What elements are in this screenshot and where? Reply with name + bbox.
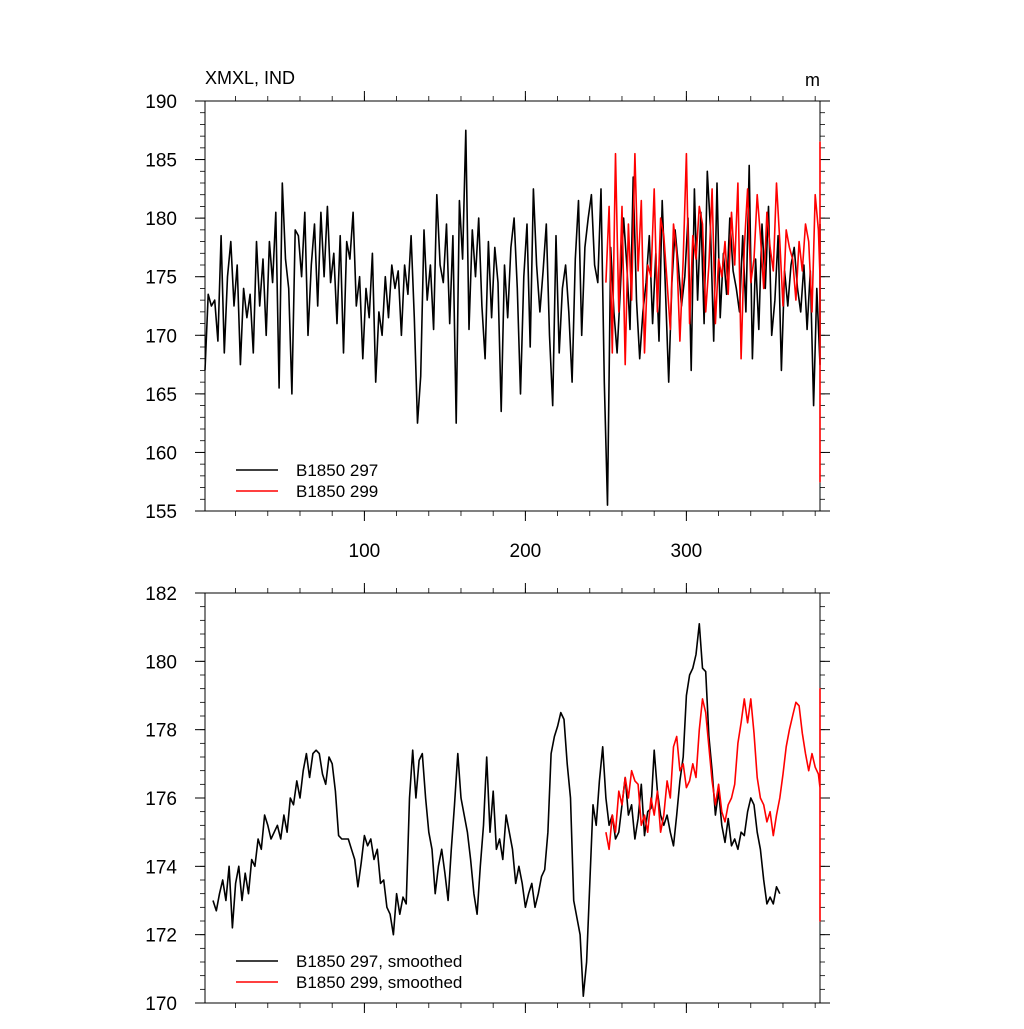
- y-tick-label: 182: [145, 584, 177, 605]
- y-tick-label: 170: [145, 994, 177, 1015]
- legend-label-b1850-299: B1850 299: [296, 482, 378, 501]
- tick-group-top: 155 160 165 170 175 180 185 190 100 200 300: [145, 91, 830, 562]
- series-line-b1850-297: [204, 129, 821, 506]
- y-tick-label: 180: [145, 652, 177, 673]
- legend-label-b1850-297-smoothed: B1850 297, smoothed: [296, 952, 462, 971]
- y-tick-label: 176: [145, 789, 177, 810]
- series-line-b1850-299: [605, 141, 821, 483]
- y-tick-label: 190: [145, 92, 177, 113]
- plot-frame-bottom: [204, 592, 821, 1004]
- y-tick-label: 170: [145, 326, 177, 347]
- y-tick-label: 174: [145, 857, 177, 878]
- y-tick-label: 178: [145, 721, 177, 742]
- y-tick-label: 175: [145, 268, 177, 289]
- units-label: m: [805, 70, 820, 90]
- panel-top: XMXL, IND m 155 160 165 170 175 180 185 190 100 2…: [145, 68, 830, 562]
- y-tick-label: 160: [145, 443, 177, 464]
- legend-label-b1850-297: B1850 297: [296, 461, 378, 480]
- y-tick-label: 172: [145, 926, 177, 947]
- series-group-top: [204, 129, 821, 506]
- y-tick-label: 185: [145, 151, 177, 172]
- chart-title: XMXL, IND: [205, 68, 295, 88]
- tick-group-bottom: 170 172 174 176 178 180 182: [145, 583, 830, 1015]
- legend-top: B1850 297 B1850 299: [236, 461, 378, 501]
- series-line-b1850-299-smoothed: [605, 687, 821, 922]
- series-line-b1850-297-smoothed: [212, 622, 781, 998]
- x-tick-label: 100: [349, 541, 381, 562]
- plot-frame-top: [204, 100, 821, 512]
- y-tick-label: 180: [145, 209, 177, 230]
- series-group-bottom: [212, 622, 821, 998]
- legend-label-b1850-299-smoothed: B1850 299, smoothed: [296, 973, 462, 992]
- x-tick-label: 300: [671, 541, 703, 562]
- legend-bottom: B1850 297, smoothed B1850 299, smoothed: [236, 952, 462, 992]
- y-tick-label: 165: [145, 385, 177, 406]
- x-tick-label: 200: [510, 541, 542, 562]
- y-tick-label: 155: [145, 502, 177, 523]
- panel-bottom: 170 172 174 176 178 180 182 B1850 297, smoothe…: [145, 583, 830, 1015]
